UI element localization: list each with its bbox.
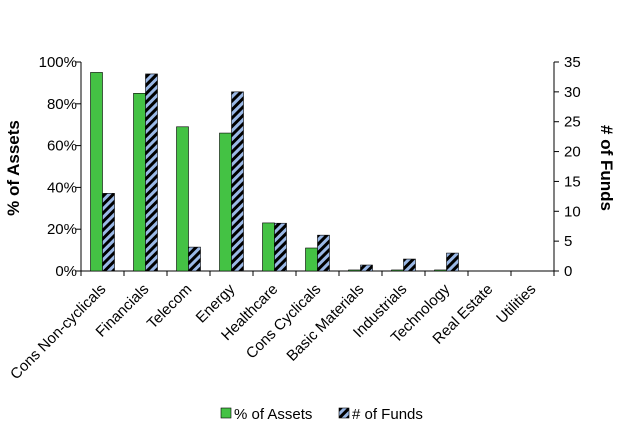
plot-area: 0% 20% 40% 60% 80% 100% 0 5 10 15 20 25 30 35 Cons Non… (7, 54, 581, 383)
left-axis-title: % of Assets (4, 120, 23, 216)
bar-funds (403, 258, 416, 272)
left-tick-label: 0% (55, 263, 77, 280)
right-tick-label: 35 (564, 54, 581, 71)
legend-swatch-funds (338, 407, 350, 419)
bar-funds (360, 264, 373, 272)
right-tick-label: 10 (564, 203, 581, 220)
category-label: Cons Cyclicals (243, 281, 325, 363)
bar-assets (391, 269, 404, 272)
bar-funds (274, 222, 287, 272)
right-tick-label: 15 (564, 173, 581, 190)
right-tick-label: 5 (564, 233, 572, 250)
right-tick-label: 20 (564, 144, 581, 161)
bar-funds (317, 234, 330, 272)
legend-label-assets: % of Assets (234, 406, 312, 423)
bar-assets (348, 269, 361, 272)
left-tick-label: 40% (47, 179, 77, 196)
right-tick-label: 25 (564, 114, 581, 131)
left-tick-label: 20% (47, 221, 77, 238)
category-label: Cons Non-cyclicals (7, 281, 109, 383)
bar-assets (434, 269, 447, 272)
right-axis-title: # of Funds (597, 125, 616, 211)
bar-assets (262, 222, 275, 272)
bar-funds (145, 73, 158, 272)
bar-assets (133, 93, 146, 272)
legend-label-funds: # of Funds (352, 406, 423, 423)
category-label: Basic Materials (283, 281, 367, 365)
bar-funds (446, 252, 459, 272)
left-tick-label: 80% (47, 96, 77, 113)
category-label: Telecom (144, 281, 196, 333)
bar-assets (219, 132, 232, 272)
bar-funds (231, 91, 244, 272)
right-tick-label: 0 (564, 263, 572, 280)
left-tick-label: 100% (39, 54, 77, 71)
bar-funds (188, 246, 201, 272)
bar-funds (102, 193, 115, 272)
category-label: Utilities (493, 281, 539, 327)
bar-assets (176, 126, 189, 272)
legend-swatch-assets (220, 407, 232, 419)
left-tick-label: 60% (47, 138, 77, 155)
right-tick-label: 30 (564, 84, 581, 101)
legend: % of Assets # of Funds (220, 406, 423, 423)
bar-assets (305, 247, 318, 272)
bar-assets (90, 72, 103, 272)
